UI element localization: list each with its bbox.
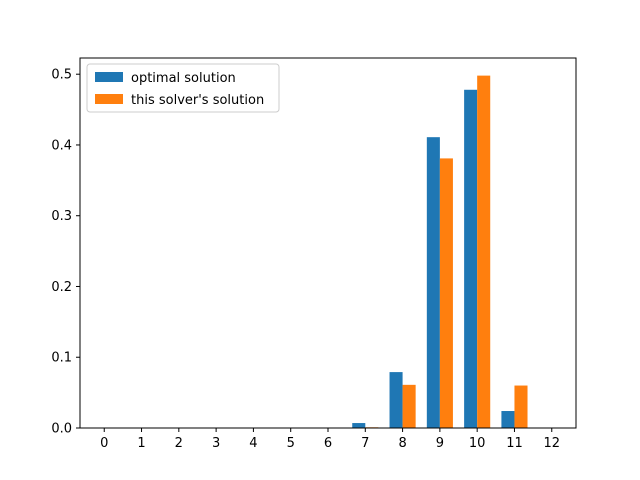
x-tick-label: 11 [506,436,523,451]
bar-optimal-11 [501,411,515,428]
legend-swatch [95,94,123,104]
bar-optimal-7 [352,423,366,428]
y-tick-label: 0.0 [51,422,72,437]
bar-optimal-8 [389,372,403,428]
x-tick-label: 8 [398,436,406,451]
x-tick-label: 4 [249,436,257,451]
bar-solver-11 [514,385,528,428]
legend-swatch [95,72,123,82]
x-tick-label: 7 [361,436,369,451]
x-axis: 0 1 2 3 4 5 6 7 8 9 10 11 12 [100,428,560,451]
y-tick-label: 0.3 [51,209,72,224]
y-tick-label: 0.2 [51,280,72,295]
y-tick-label: 0.4 [51,138,72,153]
y-tick-label: 0.5 [51,68,72,83]
plot-frame [79,57,577,429]
x-tick-label: 10 [469,436,486,451]
x-tick-label: 6 [324,436,332,451]
bar-solver-9 [439,158,453,428]
x-tick-label: 1 [137,436,145,451]
bar-optimal-10 [464,89,478,429]
legend-label: this solver's solution [131,93,264,108]
x-tick-label: 3 [212,436,220,451]
x-tick-label: 5 [287,436,295,451]
legend-box [86,63,280,113]
x-tick-label: 9 [436,436,444,451]
x-tick-label: 2 [175,436,183,451]
y-tick-label: 0.1 [51,351,72,366]
legend-label: optimal solution [131,71,236,86]
x-tick-label: 12 [543,436,560,451]
bar-optimal-9 [426,137,440,429]
x-tick-label: 0 [100,436,108,451]
bar-solver-10 [477,75,491,428]
legend: optimal solution this solver's solution [86,63,280,113]
bar-solver-8 [402,384,416,428]
y-axis: 0.0 0.1 0.2 0.3 0.4 0.5 [51,68,80,437]
bars-layer [352,75,528,429]
